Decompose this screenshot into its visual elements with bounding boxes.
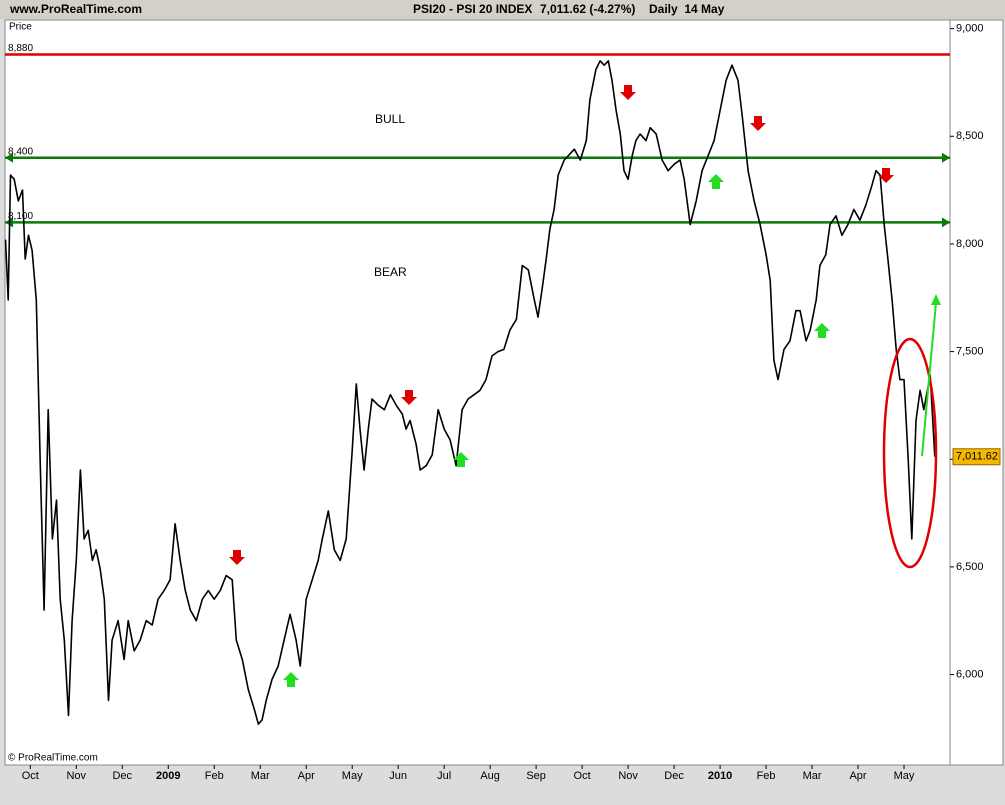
watermark: © ProRealTime.com	[8, 753, 98, 764]
y-tick-label: 9,000	[956, 23, 984, 35]
buy-arrow	[453, 452, 469, 467]
header-bar	[0, 0, 1005, 19]
buy-arrow	[814, 323, 830, 338]
x-tick-label: 2009	[156, 770, 180, 782]
y-tick-label: 8,500	[956, 130, 984, 142]
projection-arrowhead	[931, 294, 941, 305]
price-change: 7,011.62 (-4.27%)	[540, 2, 635, 16]
x-tick-label: Apr	[298, 770, 315, 782]
level-arrow	[942, 152, 950, 163]
level-arrow	[942, 217, 950, 228]
y-tick-label: 8,000	[956, 238, 984, 250]
highlight-ellipse	[882, 337, 938, 569]
x-tick-label: Feb	[205, 770, 224, 782]
x-tick-label: 2010	[708, 770, 732, 782]
y-tick-label: 6,500	[956, 561, 984, 573]
sell-arrow	[401, 390, 417, 405]
level-label: 8,100	[8, 211, 33, 222]
y-axis-area	[949, 19, 1004, 766]
sell-arrow	[229, 550, 245, 565]
projection-line	[921, 302, 937, 457]
x-tick-label: May	[894, 770, 915, 782]
x-tick-label: Mar	[251, 770, 270, 782]
x-tick-label: Sep	[526, 770, 546, 782]
x-tick-label: Oct	[574, 770, 591, 782]
y-axis-label: Price	[9, 22, 32, 33]
x-tick-label: Apr	[849, 770, 866, 782]
last-value-label: 7,011.62	[956, 451, 998, 463]
x-tick-label: Dec	[112, 770, 132, 782]
x-tick-label: May	[342, 770, 363, 782]
x-tick-label: Nov	[618, 770, 638, 782]
y-tick-label: 7,500	[956, 345, 984, 357]
x-tick-label: Oct	[22, 770, 39, 782]
x-tick-label: Jun	[389, 770, 407, 782]
annotation: BEAR	[374, 265, 407, 279]
chart-title: PSI20 - PSI 20 INDEX	[413, 2, 532, 16]
annotation: BULL	[375, 112, 405, 126]
y-tick-label: 6,000	[956, 668, 984, 680]
period: Daily 14 May	[649, 2, 725, 16]
x-tick-label: Aug	[480, 770, 500, 782]
x-tick-label: Mar	[803, 770, 822, 782]
buy-arrow	[708, 174, 724, 189]
level-arrow	[5, 152, 13, 163]
level-label: 8,400	[8, 146, 33, 157]
price-line	[4, 60, 936, 725]
sell-arrow	[878, 168, 894, 183]
site-name: www.ProRealTime.com	[9, 2, 142, 16]
last-value-box	[952, 448, 1001, 466]
level-label: 8,880	[8, 43, 33, 54]
x-tick-label: Feb	[757, 770, 776, 782]
signal-arrows	[229, 85, 894, 687]
x-tick-label: Nov	[66, 770, 86, 782]
sell-arrow	[620, 85, 636, 100]
buy-arrow	[283, 672, 299, 687]
x-tick-label: Jul	[437, 770, 451, 782]
x-tick-label: Dec	[664, 770, 684, 782]
sell-arrow	[750, 116, 766, 131]
